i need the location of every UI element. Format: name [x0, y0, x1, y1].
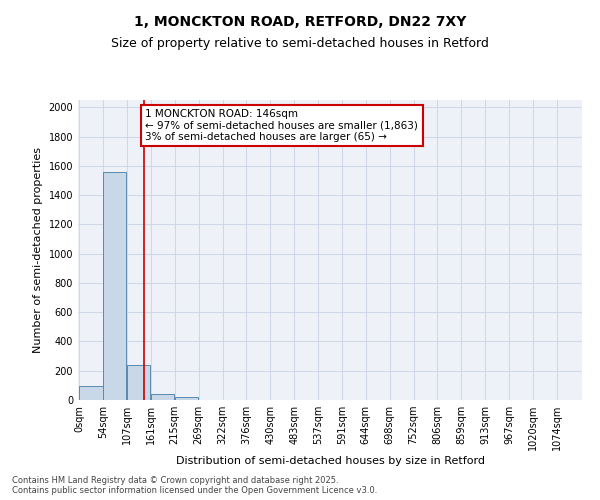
Bar: [151, 394, 174, 400]
Bar: [175, 398, 198, 400]
Bar: [103, 172, 127, 400]
Text: 1 MONCKTON ROAD: 146sqm
← 97% of semi-detached houses are smaller (1,863)
3% of : 1 MONCKTON ROAD: 146sqm ← 97% of semi-de…: [145, 109, 418, 142]
Text: 1, MONCKTON ROAD, RETFORD, DN22 7XY: 1, MONCKTON ROAD, RETFORD, DN22 7XY: [134, 15, 466, 29]
Text: Size of property relative to semi-detached houses in Retford: Size of property relative to semi-detach…: [111, 38, 489, 51]
X-axis label: Distribution of semi-detached houses by size in Retford: Distribution of semi-detached houses by …: [176, 456, 485, 466]
Bar: [79, 386, 103, 400]
Y-axis label: Number of semi-detached properties: Number of semi-detached properties: [33, 147, 43, 353]
Bar: [127, 365, 151, 400]
Text: Contains HM Land Registry data © Crown copyright and database right 2025.
Contai: Contains HM Land Registry data © Crown c…: [12, 476, 377, 495]
